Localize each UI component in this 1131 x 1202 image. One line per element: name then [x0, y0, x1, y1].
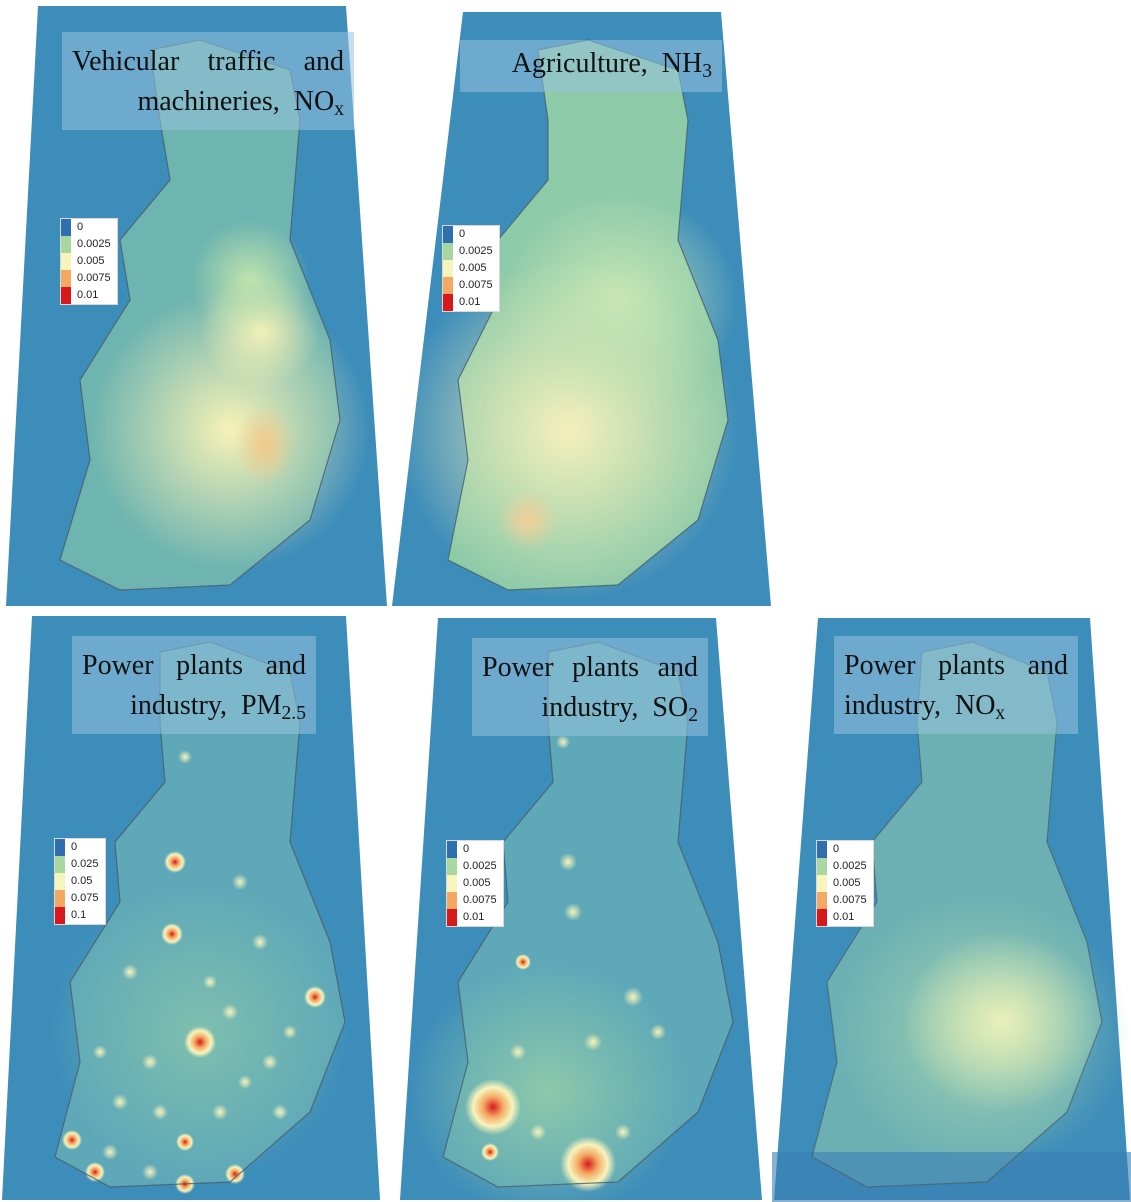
legend-label: 0	[71, 841, 78, 853]
species-base: PM	[241, 690, 282, 721]
legend-label: 0.0025	[77, 238, 111, 250]
color-legend: 0 0.0025 0.005 0.0075 0.01	[816, 840, 874, 927]
title-line-2: industry, NOx	[844, 686, 1068, 734]
species-base: SO	[652, 692, 689, 723]
title-line-1: Power plants and	[844, 650, 1068, 681]
panel-title: Power plants and industry, PM2.5	[72, 636, 316, 734]
legend-label: 0	[459, 228, 466, 240]
title-text: industry,	[541, 692, 639, 723]
color-legend: 0 0.0025 0.005 0.0075 0.01	[446, 840, 504, 927]
title-text: Agriculture,	[511, 48, 648, 79]
title-line-2: industry, SO2	[482, 688, 698, 736]
legend-entry: 0	[443, 226, 499, 243]
species-base: NO	[293, 86, 335, 117]
legend-label: 0.01	[77, 289, 99, 301]
title-line-1: Agriculture, NH3	[470, 44, 712, 92]
legend-entry: 0.0075	[61, 270, 117, 287]
legend-label: 0	[833, 843, 840, 855]
legend-label: 0.075	[71, 892, 99, 904]
map-industry-pm25	[2, 616, 380, 1200]
species-sub: x	[334, 98, 344, 120]
title-line-1: Vehicular traffic and	[72, 46, 344, 77]
species-sub: 2.5	[281, 702, 307, 724]
color-legend: 0 0.0025 0.005 0.0075 0.01	[442, 225, 500, 312]
title-text: industry,	[844, 690, 941, 721]
legend-label: 0.0025	[459, 245, 493, 257]
legend-entry: 0.0075	[443, 277, 499, 294]
legend-label: 0.01	[463, 911, 485, 923]
dark-sea-band	[772, 1152, 1131, 1202]
map-panel-traffic-nox: Vehicular traffic and machineries, NOx 0…	[0, 0, 392, 608]
legend-label: 0.0075	[77, 272, 111, 284]
legend-entry: 0.01	[817, 909, 873, 926]
title-text: industry,	[130, 690, 228, 721]
legend-entry: 0.1	[55, 907, 105, 924]
map-panel-industry-pm25: Power plants and industry, PM2.5 0 0.025…	[0, 612, 382, 1202]
legend-entry: 0	[447, 841, 503, 858]
color-legend: 0 0.0025 0.005 0.0075 0.01	[60, 218, 118, 305]
title-line-1: Power plants and	[82, 650, 306, 681]
color-legend: 0 0.025 0.05 0.075 0.1	[54, 838, 106, 925]
legend-label: 0.01	[459, 296, 481, 308]
legend-label: 0.0025	[463, 860, 497, 872]
legend-entry: 0.01	[61, 287, 117, 304]
species-base: NH	[661, 48, 703, 79]
legend-label: 0.005	[77, 255, 105, 267]
legend-label: 0.1	[71, 909, 87, 921]
legend-label: 0.005	[459, 262, 487, 274]
legend-entry: 0.0025	[817, 858, 873, 875]
title-line-1: Power plants and	[482, 652, 698, 683]
legend-entry: 0.075	[55, 890, 105, 907]
legend-entry: 0.01	[443, 294, 499, 311]
legend-entry: 0	[817, 841, 873, 858]
title-line-2: machineries, NOx	[72, 82, 344, 130]
legend-entry: 0.005	[817, 875, 873, 892]
legend-entry: 0.05	[55, 873, 105, 890]
emission-hotspots	[465, 735, 666, 1192]
coastline	[447, 39, 729, 591]
panel-title: Agriculture, NH3	[460, 40, 722, 92]
title-line-2: industry, PM2.5	[82, 686, 306, 734]
species-sub: 3	[702, 60, 712, 82]
legend-label: 0.05	[71, 875, 93, 887]
map-panel-industry-nox: Power plants and industry, NOx 0 0.0025 …	[772, 612, 1131, 1202]
legend-label: 0.0075	[463, 894, 497, 906]
map-panel-agriculture-nh3: Agriculture, NH3 0 0.0025 0.005 0.0075 0…	[388, 0, 773, 608]
legend-entry: 0.0025	[443, 243, 499, 260]
emission-hotspots	[62, 750, 326, 1194]
species-sub: x	[995, 702, 1006, 724]
panel-title: Power plants and industry, SO2	[472, 638, 708, 736]
legend-label: 0	[463, 843, 470, 855]
legend-entry: 0.0025	[447, 858, 503, 875]
panel-title: Vehicular traffic and machineries, NOx	[62, 32, 354, 130]
panel-title: Power plants and industry, NOx	[834, 636, 1078, 734]
map-agriculture-nh3	[392, 12, 771, 606]
legend-entry: 0	[55, 839, 105, 856]
map-traffic-nox	[6, 6, 387, 606]
legend-entry: 0.005	[447, 875, 503, 892]
legend-label: 0.0025	[833, 860, 867, 872]
legend-entry: 0	[61, 219, 117, 236]
map-panel-industry-so2: Power plants and industry, SO2 0 0.0025 …	[398, 612, 764, 1202]
legend-label: 0	[77, 221, 84, 233]
legend-entry: 0.01	[447, 909, 503, 926]
legend-entry: 0.005	[443, 260, 499, 277]
legend-entry: 0.0075	[817, 892, 873, 909]
species-base: NO	[954, 690, 996, 721]
legend-entry: 0.005	[61, 253, 117, 270]
legend-label: 0.01	[833, 911, 855, 923]
title-text: machineries,	[137, 86, 280, 117]
legend-label: 0.0075	[833, 894, 867, 906]
legend-entry: 0.0075	[447, 892, 503, 909]
legend-entry: 0.0025	[61, 236, 117, 253]
map-industry-nox	[772, 618, 1131, 1202]
legend-label: 0.005	[463, 877, 491, 889]
legend-label: 0.0075	[459, 279, 493, 291]
legend-entry: 0.025	[55, 856, 105, 873]
legend-label: 0.025	[71, 858, 99, 870]
species-sub: 2	[688, 704, 698, 726]
map-industry-so2	[400, 618, 762, 1202]
legend-label: 0.005	[833, 877, 861, 889]
